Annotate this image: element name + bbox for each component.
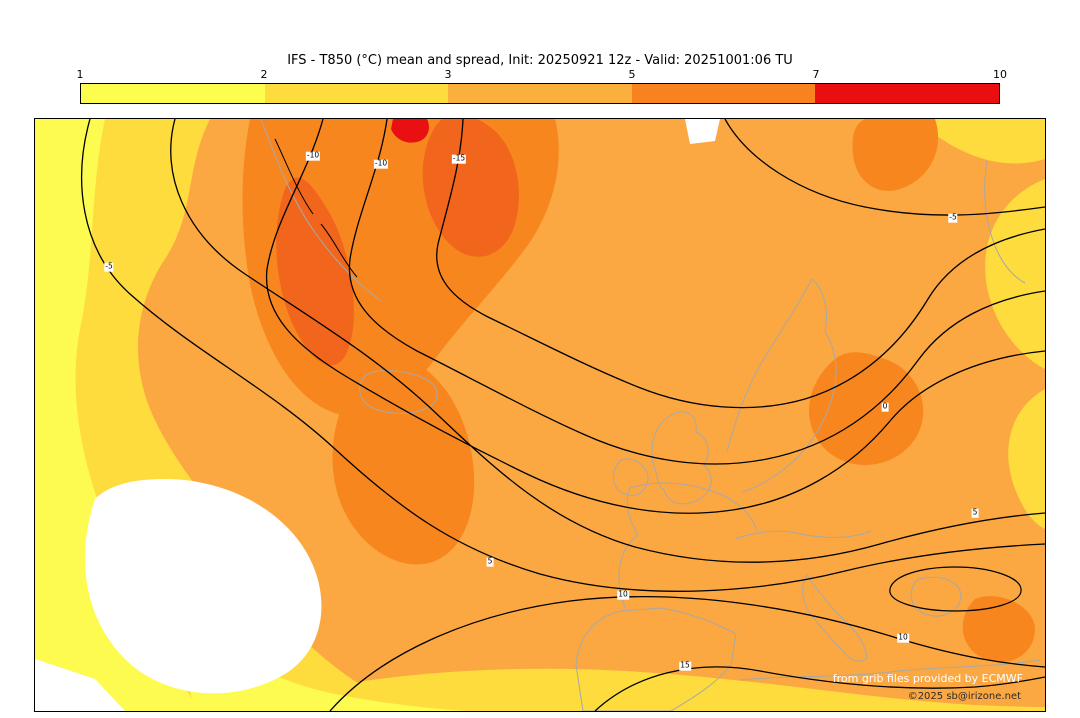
coastline-channel: [629, 482, 758, 532]
fill-yellow-top-right: [915, 119, 1045, 164]
coastline-black-sea: [910, 576, 962, 617]
coastline-sweden: [741, 331, 837, 493]
contour-label: 10: [617, 589, 629, 600]
attribution-copyright: ©2025 sb@irizone.net: [907, 691, 1021, 702]
coastline-denmark-baltic: [734, 530, 872, 540]
temperature-contour: [170, 119, 1045, 563]
attribution-ecmwf: from grib files provided by ECMWF: [832, 672, 1023, 685]
coastline-ireland: [613, 458, 649, 496]
contour-label: 5: [486, 556, 494, 567]
coastline-norway: [726, 278, 827, 452]
contour-layer: [81, 119, 1045, 711]
fill-white-bottom-corner: [35, 659, 125, 711]
colorbar: 1 2 3 5 7 10: [76, 68, 1008, 104]
coastline-layer: [260, 119, 1041, 711]
temperature-contour: [81, 119, 1045, 592]
map-area: from grib files provided by ECMWF ©2025 …: [34, 118, 1046, 712]
temperature-contour-closed: [889, 566, 1022, 612]
colorbar-tick: 5: [628, 68, 636, 81]
colorbar-gradient: [80, 83, 1000, 104]
fill-bright-yellow-left-strip: [35, 119, 200, 711]
contour-label: 15: [679, 660, 691, 671]
contour-label: -10: [305, 150, 321, 161]
colorbar-segment: [264, 84, 449, 103]
fill-white-top-spot: [685, 119, 720, 144]
temperature-contour: [265, 119, 1045, 514]
contour-label: 10: [897, 632, 909, 643]
coastline-greenland: [260, 119, 382, 302]
coastline-italy: [802, 574, 868, 662]
temperature-contour: [436, 119, 1045, 409]
fill-deep-orange-core-east: [422, 119, 519, 257]
temperature-contour: [724, 119, 1045, 216]
colorbar-segment: [448, 84, 632, 103]
fill-yellow-right-mid: [1008, 389, 1045, 529]
fill-dark-orange-baltic: [808, 352, 924, 466]
fill-white-low-spread: [85, 479, 322, 694]
coastline-iceland: [359, 370, 438, 414]
temperature-contour-minor: [274, 138, 314, 215]
contour-label: -5: [104, 261, 114, 272]
colorbar-segment: [815, 84, 999, 103]
colorbar-segment: [81, 84, 265, 103]
coastline-britain: [651, 411, 712, 505]
colorbar-tick: 3: [444, 68, 452, 81]
fill-yellow-bottom-band: [235, 668, 1045, 711]
fill-yellow-right-upper: [985, 179, 1045, 369]
contour-label: -15: [451, 153, 467, 164]
temperature-contour: [348, 119, 1045, 465]
temperature-contour-minor: [320, 223, 358, 278]
fill-dark-orange-bottom-right: [962, 596, 1035, 663]
temperature-contour: [594, 666, 1045, 711]
fill-red-max-spread: [391, 119, 429, 143]
contour-label: -10: [373, 158, 389, 169]
colorbar-tick: 10: [993, 68, 1007, 81]
fill-dark-orange-top-right: [852, 119, 939, 191]
coastline-france-biscay: [618, 487, 639, 609]
colorbar-ticks: 1 2 3 5 7 10: [76, 68, 1008, 82]
contour-label: -5: [948, 212, 958, 223]
chart-title: IFS - T850 (°C) mean and spread, Init: 2…: [287, 53, 793, 68]
contour-label: 0: [881, 401, 889, 412]
colorbar-tick: 2: [260, 68, 268, 81]
coastline-north-africa: [739, 659, 1041, 681]
coastline-iberia: [575, 607, 737, 711]
colorbar-segment: [631, 84, 816, 103]
colorbar-tick: 7: [812, 68, 820, 81]
coastline-arctic-russia: [984, 160, 1026, 284]
fill-dark-orange-tongue: [332, 356, 475, 565]
colorbar-tick: 1: [76, 68, 84, 81]
fill-deep-orange-core-west: [276, 177, 354, 366]
spread-fill-layer: [35, 119, 1045, 711]
contour-label: 5: [971, 507, 979, 518]
temperature-contour: [329, 596, 1045, 711]
map-canvas: [35, 119, 1045, 711]
